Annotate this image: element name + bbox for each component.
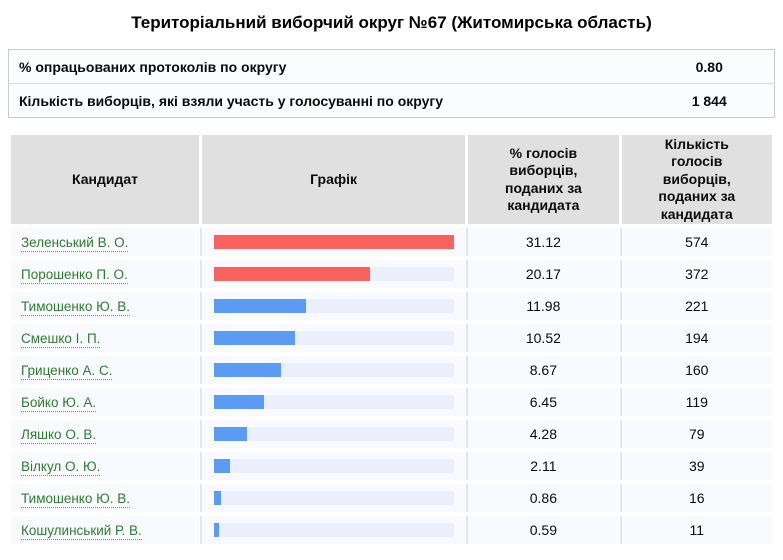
candidate-cell: Гриценко А. С. [11,356,199,384]
table-row: Ляшко О. В. 4.28 79 [11,420,772,448]
graph-cell [202,228,466,256]
votes-cell: 16 [621,484,772,512]
summary-value-protocols: 0.80 [695,58,723,75]
results-header-row: Кандидат Графік % голосів виборців, пода… [11,135,772,224]
table-row: Тимошенко Ю. В. 11.98 221 [11,292,772,320]
bar-track [214,523,455,537]
candidate-cell: Тимошенко Ю. В. [11,484,199,512]
table-row: Кошулинський Р. В. 0.59 11 [11,516,772,544]
candidate-cell: Вілкул О. Ю. [11,452,199,480]
table-row: Бойко Ю. А. 6.45 119 [11,388,772,416]
bar-track [214,235,455,249]
column-header-graph: Графік [202,135,466,224]
votes-cell: 574 [621,228,772,256]
percent-cell: 10.52 [468,324,619,352]
percent-cell: 11.98 [468,292,619,320]
bar-track [214,459,455,473]
candidate-link[interactable]: Порошенко П. О. [21,267,128,284]
bar-track [214,491,455,505]
graph-cell [202,260,466,288]
bar-fill [214,427,248,441]
summary-label-protocols: % опрацьованих протоколів по округу [19,58,287,75]
votes-cell: 39 [621,452,772,480]
summary-label-voters: Кількість виборців, які взяли участь у г… [8,83,645,118]
bar-track [214,267,455,281]
summary-row: % опрацьованих протоколів по округу 0.80 [9,50,775,84]
summary-row: Кількість виборців, які взяли участь у г… [8,83,775,118]
candidate-link[interactable]: Ляшко О. В. [21,427,97,444]
table-row: Вілкул О. Ю. 2.11 39 [11,452,772,480]
candidate-cell: Кошулинський Р. В. [11,516,199,544]
bar-fill [214,395,264,409]
candidate-link[interactable]: Тимошенко Ю. В. [21,491,130,508]
bar-track [214,331,455,345]
candidate-link[interactable]: Смешко І. П. [21,331,101,348]
graph-cell [202,484,466,512]
table-row: Тимошенко Ю. В. 0.86 16 [11,484,772,512]
bar-fill [214,331,296,345]
percent-cell: 6.45 [468,388,619,416]
graph-cell [202,420,466,448]
summary-value-voters: 1 844 [644,83,775,118]
table-row: Порошенко П. О. 20.17 372 [11,260,772,288]
candidate-cell: Тимошенко Ю. В. [11,292,199,320]
candidate-link[interactable]: Кошулинський Р. В. [21,523,142,540]
graph-cell [202,452,466,480]
graph-cell [202,292,466,320]
candidate-cell: Ляшко О. В. [11,420,199,448]
percent-cell: 0.86 [468,484,619,512]
bar-fill [214,235,455,249]
candidate-cell: Смешко І. П. [11,324,199,352]
candidate-link[interactable]: Тимошенко Ю. В. [21,299,130,316]
votes-cell: 372 [621,260,772,288]
candidate-link[interactable]: Зеленський В. О. [21,235,129,252]
table-row: Гриценко А. С. 8.67 160 [11,356,772,384]
percent-cell: 20.17 [468,260,619,288]
graph-cell [202,388,466,416]
column-header-votes: Кількість голосів виборців, поданих за к… [621,135,772,224]
bar-fill [214,299,307,313]
votes-cell: 160 [621,356,772,384]
percent-cell: 0.59 [468,516,619,544]
bar-fill [214,459,231,473]
votes-cell: 11 [621,516,772,544]
votes-cell: 79 [621,420,772,448]
results-table: Кандидат Графік % голосів виборців, пода… [8,131,775,548]
column-header-percent: % голосів виборців, поданих за кандидата [468,135,619,224]
percent-cell: 8.67 [468,356,619,384]
bar-track [214,427,455,441]
votes-cell: 194 [621,324,772,352]
votes-cell: 119 [621,388,772,416]
candidate-cell: Порошенко П. О. [11,260,199,288]
bar-track [214,299,455,313]
column-header-candidate: Кандидат [11,135,199,224]
summary-table: % опрацьованих протоколів по округу 0.80… [8,49,775,118]
graph-cell [202,516,466,544]
candidate-link[interactable]: Вілкул О. Ю. [21,459,101,476]
election-results-page: Територіальний виборчий округ №67 (Житом… [8,13,775,548]
bar-fill [214,491,221,505]
table-row: Зеленський В. О. 31.12 574 [11,228,772,256]
graph-cell [202,356,466,384]
bar-track [214,395,455,409]
percent-cell: 4.28 [468,420,619,448]
graph-cell [202,324,466,352]
percent-cell: 2.11 [468,452,619,480]
bar-fill [214,363,281,377]
page-title: Територіальний виборчий округ №67 (Житом… [131,13,652,32]
candidate-link[interactable]: Гриценко А. С. [21,363,113,380]
bar-fill [214,523,219,537]
bar-fill [214,267,370,281]
bar-track [214,363,455,377]
candidate-cell: Зеленський В. О. [11,228,199,256]
votes-cell: 221 [621,292,772,320]
candidate-link[interactable]: Бойко Ю. А. [21,395,97,412]
percent-cell: 31.12 [468,228,619,256]
candidate-cell: Бойко Ю. А. [11,388,199,416]
table-row: Смешко І. П. 10.52 194 [11,324,772,352]
